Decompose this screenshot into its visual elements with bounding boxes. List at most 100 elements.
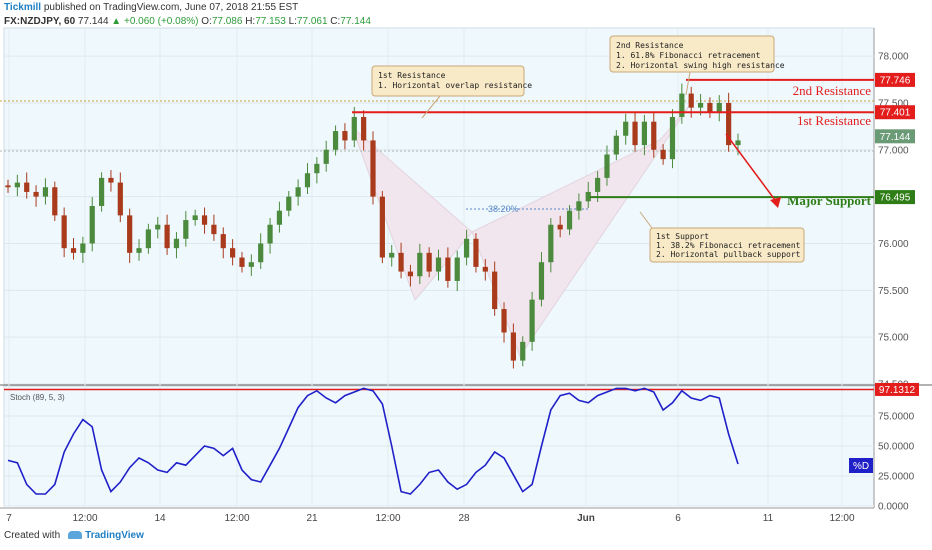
annotation-3-line-2: 2. Horizontal pullback support [656, 250, 801, 259]
candle-body[interactable] [192, 215, 198, 221]
annotation-2-title: 2nd Resistance [616, 41, 684, 50]
candle-body[interactable] [286, 196, 292, 211]
candle-body[interactable] [258, 243, 264, 263]
candle-body[interactable] [735, 140, 741, 146]
candle-body[interactable] [510, 332, 516, 361]
candle-body[interactable] [52, 187, 58, 216]
candle-body[interactable] [576, 201, 582, 211]
candle-body[interactable] [651, 121, 657, 150]
candle-body[interactable] [454, 257, 460, 281]
annotation-3-line-1: 1. 38.2% Fibonacci retracement [656, 241, 801, 250]
candle-body[interactable] [585, 191, 591, 202]
candle-body[interactable] [669, 117, 676, 160]
candle-body[interactable] [435, 257, 442, 272]
candle-body[interactable] [520, 341, 526, 361]
candle-body[interactable] [276, 210, 283, 225]
candle-body[interactable] [707, 102, 713, 113]
candle-body[interactable] [42, 187, 49, 197]
change-up-icon: ▲ [111, 16, 122, 27]
candle-body[interactable] [538, 262, 545, 300]
candle-body[interactable] [417, 252, 423, 277]
candle-body[interactable] [566, 210, 573, 230]
price-change: +0.060 (+0.08%) [123, 16, 199, 27]
candle-body[interactable] [398, 252, 404, 272]
price-tick-label: 75.500 [878, 286, 909, 297]
candle-body[interactable] [679, 93, 685, 117]
candle-body[interactable] [98, 177, 105, 206]
candle-body[interactable] [660, 149, 666, 160]
annotation-second-resistance[interactable] [609, 35, 775, 73]
candle-body[interactable] [230, 248, 236, 258]
annotation-first-support[interactable] [649, 227, 805, 263]
candle-body[interactable] [688, 93, 694, 108]
candle-body[interactable] [342, 131, 348, 141]
candle-body[interactable] [445, 257, 451, 281]
candle-body[interactable] [548, 224, 554, 263]
candle-body[interactable] [136, 248, 142, 253]
open-label: O: [201, 16, 212, 27]
candle-body[interactable] [613, 135, 619, 155]
candle-body[interactable] [604, 154, 610, 178]
tradingview-logo[interactable]: TradingView [60, 530, 144, 541]
candle-body[interactable] [117, 182, 123, 216]
candle-body[interactable] [211, 224, 217, 235]
candle-body[interactable] [407, 271, 414, 277]
candle-body[interactable] [155, 224, 161, 230]
price-tick-label: 76.000 [878, 239, 909, 250]
candle-body[interactable] [332, 131, 339, 150]
candle-body[interactable] [482, 266, 488, 272]
candle-body[interactable] [14, 182, 20, 188]
candle-body[interactable] [145, 229, 151, 249]
candle-body[interactable] [89, 206, 95, 244]
candle-body[interactable] [529, 299, 535, 342]
candle-body[interactable] [389, 252, 395, 258]
candle-body[interactable] [173, 238, 180, 249]
candle-body[interactable] [304, 173, 311, 188]
candle-body[interactable] [164, 224, 170, 249]
price-axis-labels: 78.00077.50077.00076.50076.00075.50075.0… [878, 52, 909, 391]
candle-body[interactable] [127, 215, 133, 253]
candle-body[interactable] [632, 121, 638, 146]
second-resistance-price: 77.746 [880, 75, 911, 86]
stoch-d-line[interactable] [7, 387, 739, 495]
candle-body[interactable] [351, 117, 357, 141]
candle-body[interactable] [501, 309, 507, 333]
candle-body[interactable] [463, 238, 470, 258]
candle-body[interactable] [323, 149, 329, 164]
candle-body[interactable] [426, 252, 432, 272]
candle-body[interactable] [492, 271, 498, 310]
candle-body[interactable] [295, 187, 301, 197]
candle-body[interactable] [314, 163, 320, 174]
candle-body[interactable] [70, 248, 77, 253]
annotation-first-resistance[interactable] [371, 65, 525, 97]
candle-body[interactable] [623, 121, 629, 136]
candle-body[interactable] [697, 102, 704, 108]
candle-body[interactable] [61, 215, 67, 249]
candle-body[interactable] [5, 185, 11, 188]
candle-body[interactable] [641, 121, 648, 146]
candle-body[interactable] [220, 234, 226, 249]
publisher-name[interactable]: Tickmill [4, 2, 42, 13]
candle-body[interactable] [370, 140, 376, 197]
candle-body[interactable] [267, 224, 273, 244]
candle-body[interactable] [239, 257, 245, 267]
candle-body[interactable] [33, 191, 39, 197]
candle-body[interactable] [80, 243, 86, 253]
stoch-axis-labels: 75.0000 50.0000 25.0000 0.0000 [878, 412, 915, 513]
candle-body[interactable] [361, 117, 367, 141]
candlesticks[interactable] [5, 83, 741, 369]
candle-body[interactable] [108, 177, 114, 183]
candle-body[interactable] [557, 224, 563, 230]
candle-body[interactable] [248, 262, 254, 267]
candle-body[interactable] [726, 102, 732, 146]
candle-body[interactable] [595, 177, 601, 192]
time-axis-labels: 7 12:00 14 12:00 21 12:00 28 Jun 6 11 12:00 [6, 513, 855, 524]
candle-body[interactable] [379, 196, 385, 258]
candle-body[interactable] [24, 182, 30, 192]
candle-body[interactable] [201, 215, 208, 225]
major-support-label: Major Support [787, 193, 872, 208]
candle-body[interactable] [473, 238, 479, 267]
candle-body[interactable] [716, 102, 722, 113]
candle-body[interactable] [183, 220, 189, 239]
